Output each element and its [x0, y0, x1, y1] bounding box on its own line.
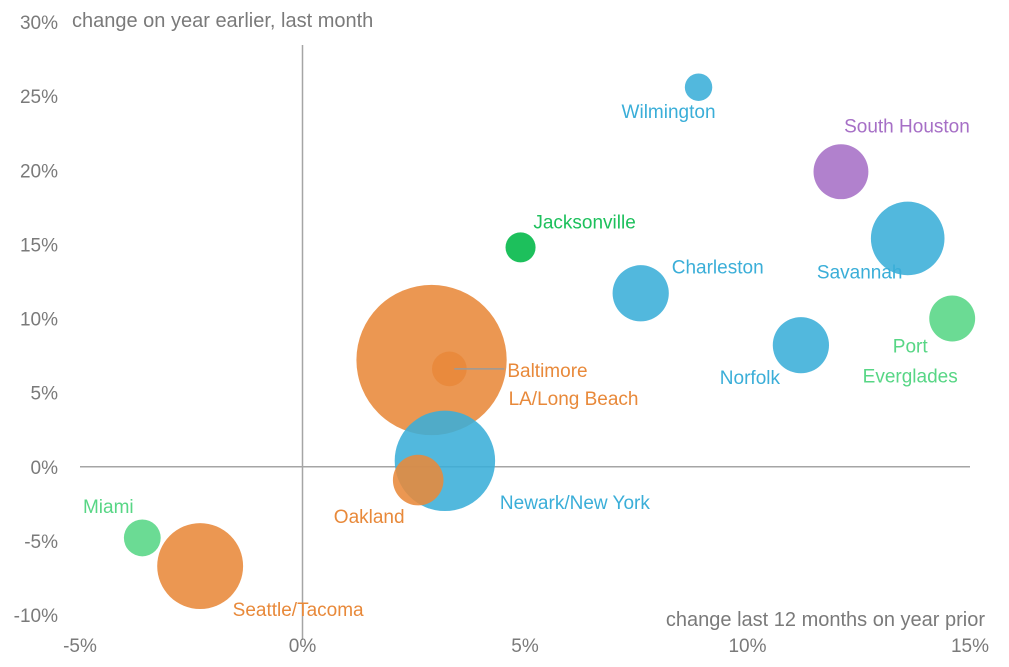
label-line: Baltimore: [507, 361, 587, 382]
bubble-la-long-beach: [356, 284, 507, 436]
x-tick-label: 10%: [728, 636, 766, 657]
x-axis-title: change last 12 months on year prior: [666, 609, 985, 631]
label-baltimore: Baltimore: [507, 361, 587, 382]
label-line: Newark/New York: [500, 493, 650, 514]
label-line: Oakland: [334, 507, 405, 528]
x-tick-labels: -5% 0% 5% 10% 15%: [63, 636, 989, 657]
label-port-everglades: Port Everglades: [863, 337, 958, 388]
x-tick-label: -5%: [63, 636, 97, 657]
label-wilmington: Wilmington: [622, 102, 716, 123]
label-line: Savannah: [817, 262, 903, 283]
x-tick-label: 0%: [289, 636, 317, 657]
label-line: Everglades: [863, 367, 958, 388]
label-line: Port: [893, 337, 929, 358]
bubble-labels: Wilmington South Houston Jacksonville Savan…: [83, 102, 970, 621]
bubble-charleston: [612, 265, 669, 322]
label-norfolk: Norfolk: [720, 368, 781, 389]
y-axis-title: change on year earlier, last month: [72, 10, 373, 32]
label-oakland: Oakland: [334, 507, 405, 528]
x-tick-label: 5%: [511, 636, 539, 657]
label-line: Jacksonville: [533, 212, 635, 233]
y-tick-label: 20%: [20, 161, 58, 182]
y-tick-label: 5%: [31, 384, 59, 405]
x-tick-label: 15%: [951, 636, 989, 657]
label-line: Seattle/Tacoma: [233, 600, 364, 621]
label-savannah: Savannah: [817, 262, 903, 283]
y-tick-label: 25%: [20, 87, 58, 108]
y-tick-label: 10%: [20, 310, 58, 331]
bubble-baltimore: [431, 351, 467, 387]
bubbles: [123, 73, 976, 610]
label-seattle-tacoma: Seattle/Tacoma: [233, 600, 364, 621]
axes-layer: [80, 45, 970, 640]
label-miami: Miami: [83, 497, 134, 518]
y-tick-label: 15%: [20, 235, 58, 256]
bubble-oakland: [392, 454, 444, 506]
bubble-port-everglades: [929, 295, 976, 342]
bubble-wilmington: [684, 73, 713, 101]
label-line: Charleston: [672, 257, 764, 278]
y-tick-labels: -10% -5% 0% 5% 10% 15% 20% 25% 30%: [14, 13, 58, 627]
label-line: Wilmington: [622, 102, 716, 123]
bubble-miami: [123, 519, 161, 557]
label-line: Norfolk: [720, 368, 781, 389]
label-la-long-beach: LA/Long Beach: [509, 389, 639, 410]
label-newark-new-york: Newark/New York: [500, 493, 650, 514]
y-tick-label: 0%: [31, 458, 59, 479]
bubble-south-houston: [813, 144, 869, 200]
bubble-seattle-tacoma: [157, 523, 244, 610]
label-south-houston: South Houston: [844, 117, 970, 138]
label-jacksonville: Jacksonville: [533, 212, 635, 233]
label-line: LA/Long Beach: [509, 389, 639, 410]
bubble-jacksonville: [505, 232, 536, 263]
y-tick-label: -5%: [24, 532, 58, 553]
y-tick-label: 30%: [20, 13, 58, 34]
bubble-savannah: [870, 201, 945, 276]
label-line: South Houston: [844, 117, 970, 138]
y-tick-label: -10%: [14, 606, 58, 627]
label-charleston: Charleston: [672, 257, 764, 278]
label-line: Miami: [83, 497, 134, 518]
bubble-norfolk: [772, 317, 830, 374]
